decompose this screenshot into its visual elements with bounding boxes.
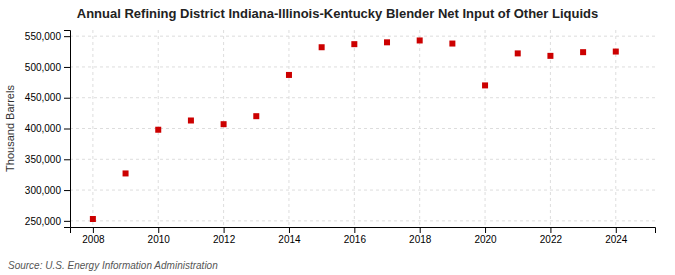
y-tick-mark	[64, 159, 70, 160]
x-axis: 2008 2010 2012 2014 2016 2018 2020 2022 2024	[71, 227, 656, 245]
grid-line-y	[70, 190, 655, 191]
x-tick-mark	[93, 227, 94, 233]
x-tick: 2012	[213, 227, 236, 245]
x-tick: 2020	[474, 227, 497, 245]
x-tick-label: 2014	[278, 234, 301, 245]
x-tick-mark	[158, 227, 159, 233]
x-tick: 2010	[148, 227, 171, 245]
point	[188, 117, 194, 123]
y-tick-mark	[64, 36, 70, 37]
x-tick-mark	[550, 227, 551, 233]
grid-line-y	[70, 220, 655, 221]
point	[351, 41, 357, 47]
grid-line-y	[70, 159, 655, 160]
point	[547, 53, 553, 59]
point	[221, 121, 227, 127]
x-tick-mark	[289, 227, 290, 233]
point	[90, 216, 96, 222]
y-tick-label: 300,000	[25, 185, 62, 196]
point	[155, 127, 161, 133]
chart: 2008 2010 2012 2014 2016 2018 2020 2022 2024 250,…	[0, 0, 675, 275]
y-tick: 400,000	[25, 123, 70, 134]
point	[384, 39, 390, 45]
plot-area: 2008 2010 2012 2014 2016 2018 2020 2022 2024 250,…	[25, 30, 656, 245]
x-tick-label: 2016	[344, 234, 367, 245]
source: Source: U.S. Energy Information Administ…	[8, 260, 218, 271]
x-tick: 2016	[344, 227, 367, 245]
y-tick-mark	[64, 129, 70, 130]
x-tick-mark	[420, 227, 421, 233]
y-tick-label: 500,000	[25, 62, 62, 73]
y-tick-label: 550,000	[25, 31, 62, 42]
x-tick-label: 2022	[540, 234, 563, 245]
x-axis-line	[71, 228, 656, 234]
y-tick: 350,000	[25, 154, 70, 165]
grid-line-y	[70, 66, 655, 67]
point	[449, 41, 455, 47]
y-tick: 500,000	[25, 62, 70, 73]
x-tick: 2022	[540, 227, 563, 245]
x-tick-mark	[224, 227, 225, 233]
grid-line-y	[70, 36, 655, 37]
y-tick-mark	[64, 221, 70, 222]
x-tick-label: 2008	[82, 234, 105, 245]
x-tick-mark	[485, 227, 486, 233]
x-tick-label: 2012	[213, 234, 236, 245]
y-tick: 450,000	[25, 92, 70, 103]
y-tick-mark	[64, 190, 70, 191]
grid-line-y	[70, 97, 655, 98]
x-tick: 2018	[409, 227, 432, 245]
x-tick-mark	[616, 227, 617, 233]
x-tick-label: 2010	[148, 234, 171, 245]
y-axis-line	[64, 31, 71, 228]
point	[417, 37, 423, 43]
x-tick-label: 2018	[409, 234, 432, 245]
y-tick-mark	[64, 67, 70, 68]
x-tick-label: 2020	[474, 234, 497, 245]
title: Annual Refining District Indiana-Illinoi…	[77, 6, 598, 21]
y-tick: 300,000	[25, 185, 70, 196]
grid-line-x	[223, 30, 224, 227]
x-tick: 2008	[82, 227, 105, 245]
y-axis: 250,000 300,000 350,000 400,000 450,000 500,0…	[25, 31, 71, 228]
y-tick-label: 400,000	[25, 123, 62, 134]
point	[319, 44, 325, 50]
grid	[70, 30, 655, 227]
y-axis-title: Thousand Barrels	[4, 85, 16, 172]
x-tick-label: 2024	[605, 234, 628, 245]
point	[123, 170, 129, 176]
y-tick-label: 350,000	[25, 154, 62, 165]
x-tick: 2014	[278, 227, 301, 245]
y-tick-label: 250,000	[25, 216, 62, 227]
y-tick: 250,000	[25, 216, 70, 227]
point	[253, 113, 259, 119]
x-tick-mark	[354, 227, 355, 233]
points	[90, 37, 619, 222]
grid-line-x	[92, 30, 93, 227]
y-tick-label: 450,000	[25, 92, 62, 103]
x-tick: 2024	[605, 227, 628, 245]
point	[482, 82, 488, 88]
point	[515, 50, 521, 56]
point	[580, 49, 586, 55]
point	[286, 72, 292, 78]
y-tick: 550,000	[25, 31, 70, 42]
point	[613, 49, 619, 55]
y-tick-mark	[64, 98, 70, 99]
